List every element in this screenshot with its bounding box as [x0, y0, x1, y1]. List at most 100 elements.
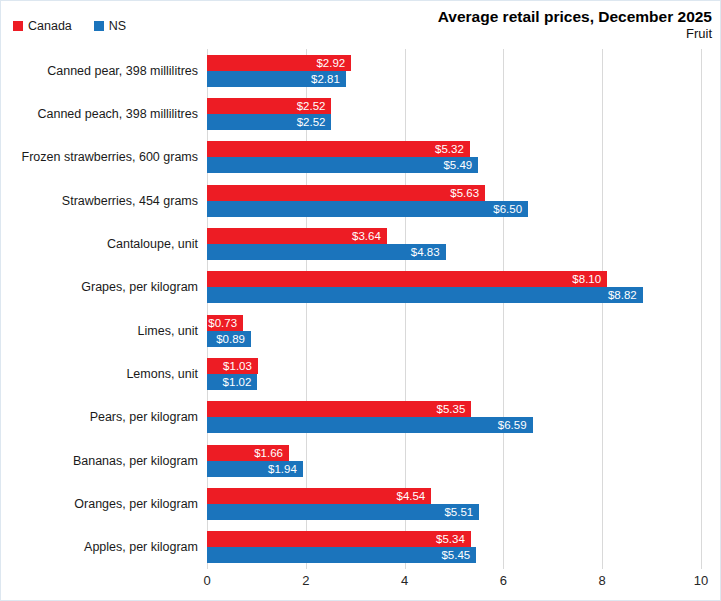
bar-group: $2.52$2.52: [207, 98, 701, 130]
category-label: Pears, per kilogram: [1, 410, 207, 424]
bar-value-label: $5.51: [444, 504, 473, 520]
bar-value-label: $2.92: [316, 55, 345, 71]
bar-value-label: $6.59: [498, 417, 527, 433]
ns-bar: $1.94: [207, 461, 303, 477]
bar-value-label: $8.10: [572, 271, 601, 287]
ns-bar: $5.49: [207, 157, 478, 173]
category-label: Apples, per kilogram: [1, 540, 207, 554]
chart-row: Canned pear, 398 millilitres$2.92$2.81: [1, 49, 721, 92]
category-label: Limes, unit: [1, 324, 207, 338]
canada-bar: $5.35: [207, 401, 471, 417]
plot-area: Canned pear, 398 millilitres$2.92$2.81Ca…: [1, 49, 721, 569]
bar-group: $0.73$0.89: [207, 315, 701, 347]
ns-bar: $5.45: [207, 547, 476, 563]
chart-row: Apples, per kilogram$5.34$5.45: [1, 526, 721, 569]
bar-value-label: $1.94: [268, 461, 297, 477]
price-chart: Canada NS Average retail prices, Decembe…: [0, 0, 721, 601]
x-tick-label-6: 6: [500, 573, 507, 588]
chart-row: Grapes, per kilogram $8.10 $8.82: [1, 266, 721, 309]
canada-bar: $1.03: [207, 358, 258, 374]
bar-group: $5.63 $6.50: [207, 185, 701, 217]
ns-bar: $2.81: [207, 71, 346, 87]
bar-group: $1.66$1.94: [207, 445, 701, 477]
x-tick-label-8: 8: [599, 573, 606, 588]
bar-value-label: $5.34: [436, 531, 465, 547]
bar-group: $5.32$5.49: [207, 141, 701, 173]
x-tick-label-2: 2: [302, 573, 309, 588]
chart-row: Lemons, unit$1.03$1.02: [1, 352, 721, 395]
bar-value-label: $5.35: [437, 401, 466, 417]
bar-group: $3.64 $4.83: [207, 228, 701, 260]
x-tick-label-4: 4: [401, 573, 408, 588]
bar-value-label: $2.81: [311, 71, 340, 87]
legend-item-canada: Canada: [13, 19, 72, 33]
legend-label-ns: NS: [109, 19, 126, 33]
x-tick-label-0: 0: [203, 573, 210, 588]
chart-row: Bananas, per kilogram$1.66$1.94: [1, 439, 721, 482]
ns-bar: $6.59: [207, 417, 533, 433]
chart-subtitle: Fruit: [438, 26, 712, 43]
category-label: Lemons, unit: [1, 367, 207, 381]
category-label: Oranges, per kilogram: [1, 497, 207, 511]
canada-bar: $3.64: [207, 228, 387, 244]
bar-value-label: $5.32: [435, 141, 464, 157]
ns-bar: $8.82: [207, 287, 643, 303]
title-block: Average retail prices, December 2025 Fru…: [438, 7, 712, 43]
chart-row: Frozen strawberries, 600 grams$5.32$5.49: [1, 136, 721, 179]
canada-bar: $4.54: [207, 488, 431, 504]
category-label: Bananas, per kilogram: [1, 454, 207, 468]
bar-value-label: $8.82: [608, 287, 637, 303]
chart-rows: Canned pear, 398 millilitres$2.92$2.81Ca…: [1, 49, 721, 569]
canada-bar: $5.32: [207, 141, 470, 157]
canada-bar: $8.10: [207, 271, 607, 287]
category-label: Canned peach, 398 millilitres: [1, 107, 207, 121]
bar-value-label: $5.49: [443, 157, 472, 173]
canada-bar: $5.63: [207, 185, 485, 201]
bar-group: $2.92$2.81: [207, 55, 701, 87]
ns-bar: $4.83: [207, 244, 446, 260]
bar-group: $5.34$5.45: [207, 531, 701, 563]
bar-value-label: $2.52: [297, 114, 326, 130]
ns-bar: $1.02: [207, 374, 257, 390]
chart-row: Limes, unit$0.73$0.89: [1, 309, 721, 352]
bar-value-label: $6.50: [493, 201, 522, 217]
bar-value-label: $1.03: [223, 358, 252, 374]
bar-value-label: $0.73: [208, 315, 237, 331]
chart-row: Strawberries, 454 grams $5.63 $6.50: [1, 179, 721, 222]
category-label: Canned pear, 398 millilitres: [1, 64, 207, 78]
bar-value-label: $1.02: [223, 374, 252, 390]
bar-group: $5.35 $6.59: [207, 401, 701, 433]
legend-item-ns: NS: [94, 19, 126, 33]
ns-bar: $6.50: [207, 201, 528, 217]
category-label: Cantaloupe, unit: [1, 237, 207, 251]
chart-row: Pears, per kilogram $5.35 $6.59: [1, 396, 721, 439]
chart-row: Oranges, per kilogram $4.54 $5.51: [1, 482, 721, 525]
chart-title: Average retail prices, December 2025: [438, 7, 712, 26]
canada-bar: $1.66: [207, 445, 289, 461]
category-label: Grapes, per kilogram: [1, 280, 207, 294]
chart-header: Canada NS Average retail prices, Decembe…: [1, 1, 720, 49]
bar-value-label: $4.54: [396, 488, 425, 504]
x-axis: 0246810: [207, 571, 701, 595]
category-label: Strawberries, 454 grams: [1, 194, 207, 208]
bar-group: $1.03$1.02: [207, 358, 701, 390]
bar-value-label: $2.52: [297, 98, 326, 114]
x-tick-label-10: 10: [694, 573, 708, 588]
canada-bar: $2.92: [207, 55, 351, 71]
chart-row: Canned peach, 398 millilitres$2.52$2.52: [1, 92, 721, 135]
ns-bar: $0.89: [207, 331, 251, 347]
bar-group: $4.54 $5.51: [207, 488, 701, 520]
legend-label-canada: Canada: [28, 19, 72, 33]
ns-bar: $2.52: [207, 114, 331, 130]
canada-swatch-icon: [13, 21, 23, 31]
bar-value-label: $5.63: [450, 185, 479, 201]
bar-value-label: $4.83: [411, 244, 440, 260]
bar-value-label: $5.45: [441, 547, 470, 563]
bar-group: $8.10 $8.82: [207, 271, 701, 303]
legend: Canada NS: [13, 19, 126, 33]
category-label: Frozen strawberries, 600 grams: [1, 150, 207, 164]
canada-bar: $0.73: [207, 315, 243, 331]
bar-value-label: $3.64: [352, 228, 381, 244]
canada-bar: $5.34: [207, 531, 471, 547]
canada-bar: $2.52: [207, 98, 331, 114]
